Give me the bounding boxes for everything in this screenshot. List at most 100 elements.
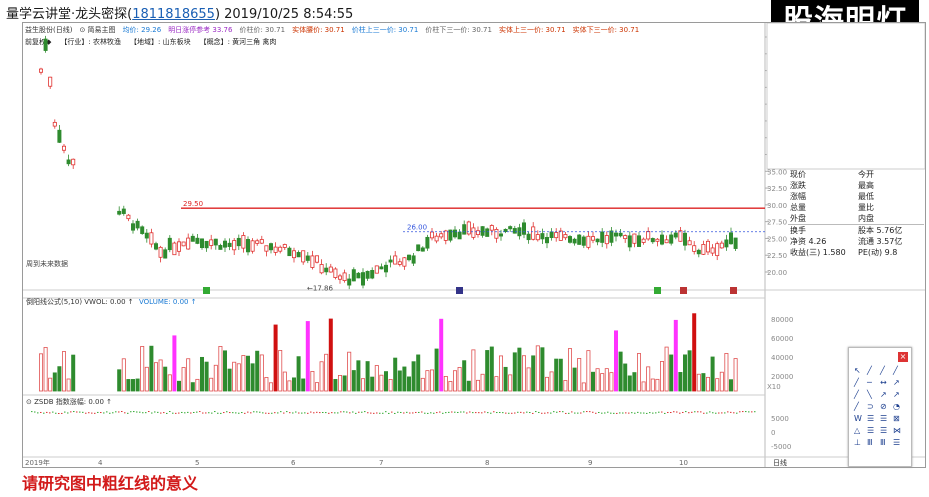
volume-bar — [637, 353, 642, 392]
draw-tool-icon[interactable]: ☰ — [893, 438, 901, 447]
volume-bar — [498, 355, 503, 392]
y-tick-label: 32.50 — [767, 185, 787, 193]
volume-bar — [370, 376, 375, 392]
zsdb-mark — [379, 412, 381, 414]
candle-body — [278, 246, 283, 252]
candle-body — [429, 231, 434, 239]
main-chart[interactable]: 55.0052.5050.0047.5045.0042.5040.0037.50… — [23, 23, 925, 467]
draw-tool-icon[interactable]: ╱ — [854, 402, 859, 411]
candle-body — [549, 231, 554, 239]
volume-bar — [365, 361, 370, 392]
draw-tool-icon[interactable]: ↗ — [893, 378, 900, 387]
draw-tool-icon[interactable]: ☰ — [867, 426, 875, 435]
drawing-toolbox[interactable]: × ↖ ╱ ╱ ╱ ╱ ─ ↔ ↗ ╱ ╲ ↗ ↗ ╱ ⊃ ⊘ ◔ W ☰ ☰ ⊠ △ ☰ ☰ ⋈ ⊥ Ⅲ Ⅲ ☰ — [848, 347, 912, 467]
legend-item: 明日涨停参考 33.76 — [168, 26, 233, 34]
volume-bar — [347, 351, 352, 392]
draw-tool-icon[interactable]: ╱ — [854, 390, 859, 399]
zsdb-mark — [550, 412, 552, 414]
zsdb-mark — [604, 412, 606, 414]
draw-tool-icon[interactable]: ↗ — [880, 390, 887, 399]
candle-body — [310, 255, 315, 268]
candle-body — [646, 231, 651, 240]
zsdb-mark — [514, 412, 516, 414]
draw-tool-icon[interactable]: ☰ — [880, 414, 888, 423]
zsdb-mark — [160, 412, 162, 414]
draw-tool-icon[interactable]: Ⅲ — [867, 438, 873, 447]
candle-body — [195, 237, 200, 244]
candle-body — [365, 270, 370, 279]
zsdb-mark — [289, 412, 291, 414]
zsdb-mark — [238, 412, 240, 414]
volume-bar — [729, 379, 734, 392]
event-marker — [456, 287, 463, 294]
volume-bar — [273, 324, 278, 392]
candle-body — [199, 238, 204, 249]
zsdb-mark — [436, 412, 438, 414]
zsdb-mark — [91, 412, 93, 414]
volume-bar — [452, 370, 457, 392]
candle-body — [204, 240, 209, 249]
volume-bar — [577, 358, 582, 392]
zsdb-mark — [673, 411, 675, 413]
candle-body — [434, 235, 439, 242]
draw-tool-icon[interactable]: W — [854, 414, 862, 423]
volume-bar — [627, 375, 632, 392]
draw-tool-icon[interactable]: ↔ — [880, 378, 887, 387]
volume-bar — [696, 373, 701, 392]
draw-tool-icon[interactable]: ⊠ — [893, 414, 900, 423]
zsdb-mark — [433, 412, 435, 414]
candle-body — [176, 241, 181, 252]
draw-tool-icon[interactable]: △ — [854, 426, 861, 435]
volume-bar — [471, 349, 476, 392]
candle-body — [535, 234, 540, 241]
draw-tool-icon[interactable]: ↖ — [854, 366, 861, 375]
candle-body — [305, 255, 310, 261]
y-tick-label: 25.00 — [767, 235, 787, 243]
candle-body — [66, 159, 71, 165]
volume-bar — [719, 371, 724, 392]
candle-body — [650, 238, 655, 243]
zsdb-mark — [610, 412, 612, 414]
draw-tool-icon[interactable]: ╲ — [867, 390, 872, 399]
draw-tool-icon[interactable]: Ⅲ — [880, 438, 886, 447]
candle-body — [609, 230, 614, 243]
draw-tool-icon[interactable]: ↗ — [893, 390, 900, 399]
draw-tool-icon[interactable]: ⊃ — [867, 402, 874, 411]
volume-bar — [521, 355, 526, 392]
zsdb-mark — [484, 411, 486, 413]
zsdb-mark — [520, 411, 522, 413]
draw-tool-icon[interactable]: ─ — [867, 378, 872, 387]
candle-body — [503, 228, 508, 232]
draw-tool-icon[interactable]: ⊘ — [880, 402, 887, 411]
quote-row: 收益(三) 1.580 PE(动) 9.8 — [788, 247, 924, 258]
candle-body — [287, 247, 292, 257]
draw-tool-icon[interactable]: ╱ — [880, 366, 885, 375]
candle-body — [411, 255, 416, 264]
phone-link[interactable]: 1811818655 — [132, 7, 215, 22]
zsdb-mark — [130, 411, 132, 413]
draw-tool-icon[interactable]: ╱ — [854, 378, 859, 387]
draw-tool-icon[interactable]: ⋈ — [893, 426, 901, 435]
volume-bar — [172, 335, 177, 392]
volume-bar — [526, 367, 531, 392]
info-item: 【地域】: 山东板块 — [129, 38, 191, 46]
zsdb-mark — [316, 411, 318, 413]
draw-tool-icon[interactable]: ◔ — [893, 402, 900, 411]
volume-bar — [420, 377, 425, 392]
candle-body — [144, 232, 149, 239]
volume-bar — [213, 364, 218, 392]
candle-body — [126, 214, 131, 220]
candle-body — [618, 232, 623, 237]
volume-bar — [282, 371, 287, 392]
draw-tool-icon[interactable]: ☰ — [867, 414, 875, 423]
zsdb-mark — [94, 412, 96, 414]
draw-tool-icon[interactable]: ⊥ — [854, 438, 861, 447]
draw-tool-icon[interactable]: ╱ — [867, 366, 872, 375]
draw-tool-icon[interactable]: ╱ — [893, 366, 898, 375]
close-icon[interactable]: × — [898, 352, 908, 362]
zsdb-mark — [538, 411, 540, 413]
quote-cell: 涨跌 — [790, 181, 806, 190]
volume-bar — [568, 348, 573, 392]
draw-tool-icon[interactable]: ☰ — [880, 426, 888, 435]
legend-item: 价柱价: 30.71 — [239, 26, 286, 34]
